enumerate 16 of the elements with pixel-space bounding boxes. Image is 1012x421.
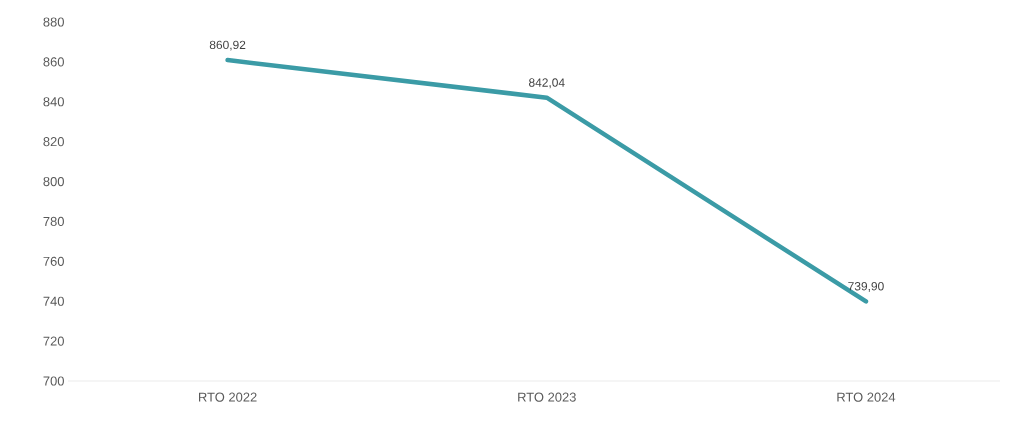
y-tick-label: 760 (43, 256, 64, 266)
data-label: 739,90 (848, 282, 884, 292)
y-tick-label: 860 (43, 57, 64, 67)
data-label: 860,92 (209, 40, 246, 51)
x-tick-label: RTO 2022 (199, 392, 257, 402)
y-tick-label: 780 (43, 216, 64, 227)
y-tick-label: 720 (43, 336, 64, 346)
x-tick-label: RTO 2024 (837, 392, 896, 402)
x-tick-label: RTO 2023 (518, 392, 576, 402)
y-tick-label: 800 (43, 176, 64, 187)
y-tick-label: 700 (43, 376, 64, 386)
y-tick-label: 880 (43, 17, 64, 27)
y-tick-label: 840 (43, 97, 64, 107)
y-tick-label: 740 (43, 296, 64, 306)
data-label: 842,04 (529, 78, 565, 89)
y-tick-label: 820 (43, 137, 64, 147)
